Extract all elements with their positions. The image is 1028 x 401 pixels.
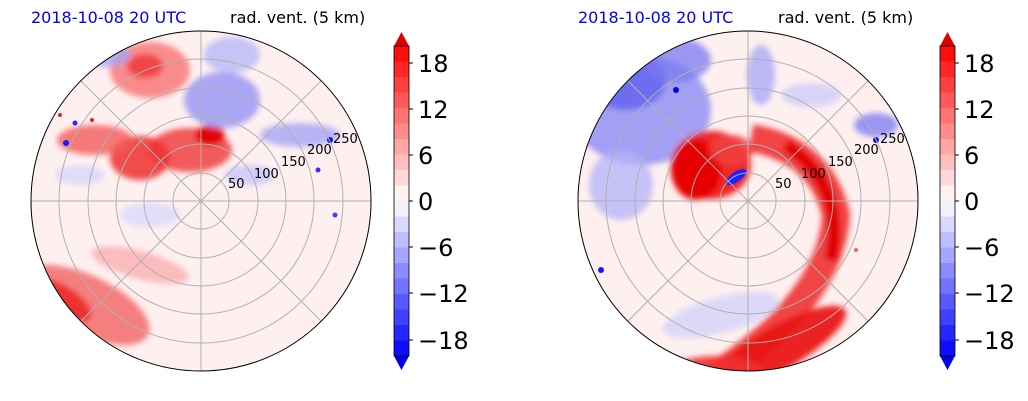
polar-grid-right [578, 31, 918, 371]
colorbar-segment [940, 77, 955, 93]
colorbar-segment [394, 278, 409, 295]
radial-label-150: 150 [828, 155, 853, 170]
colorbar-segment [940, 340, 955, 357]
colorbar-labels-left: 18 12 6 0 −6 −12 −18 [418, 50, 469, 355]
colorbar-segment [394, 77, 409, 93]
colorbar-segment [940, 170, 955, 186]
colorbar-segment [394, 46, 409, 62]
radial-labels-right: 50 100 150 200 250 [775, 132, 905, 192]
panel-left: 2018-10-08 20 UTC rad. vent. (5 km) [30, 8, 469, 372]
colorbar-segments-left [394, 46, 409, 357]
radial-label-200: 200 [307, 143, 332, 158]
colorbar-segment [940, 278, 955, 295]
colorbar-segment [940, 309, 955, 326]
colorbar-label-0: 0 [964, 188, 979, 216]
colorbar-segment [394, 108, 409, 124]
colorbar-segment [940, 201, 955, 217]
radial-label-250: 250 [880, 132, 905, 147]
colorbar-label-neg12: −12 [418, 280, 469, 308]
colorbar-label-0: 0 [418, 188, 433, 216]
panel-variable-label: rad. vent. (5 km) [230, 8, 366, 27]
radial-label-50: 50 [775, 177, 792, 192]
colorbar-segment [394, 325, 409, 341]
colorbar-segments-right [940, 46, 955, 357]
colorbar-label-6: 6 [418, 142, 433, 170]
colorbar-extend-min [940, 356, 955, 370]
polar-plot-left: 50 100 150 200 250 18 12 [30, 30, 469, 372]
colorbar-left: 18 12 6 0 −6 −12 −18 [393, 32, 469, 370]
colorbar-segment [940, 263, 955, 279]
colorbar-label-neg6: −6 [964, 234, 999, 262]
colorbar-segment [394, 154, 409, 171]
polar-grid-left [31, 31, 371, 371]
colorbar-ticks-left [409, 62, 413, 341]
colorbar-segment [940, 46, 955, 62]
colorbar-segment [940, 108, 955, 124]
radial-label-100: 100 [254, 167, 279, 182]
colorbar-segment [394, 185, 409, 202]
colorbar-segment [394, 263, 409, 279]
colorbar-segment [394, 247, 409, 264]
colorbar-ticks-right [955, 62, 959, 341]
colorbar-segment [394, 123, 409, 140]
colorbar-label-neg18: −18 [964, 327, 1015, 355]
colorbar-segment [940, 232, 955, 248]
colorbar-label-6: 6 [964, 142, 979, 170]
radial-label-250: 250 [333, 132, 358, 147]
colorbar-segment [394, 201, 409, 217]
colorbar-extend-min [394, 356, 409, 370]
colorbar-segment [940, 123, 955, 140]
colorbar-right: 18 12 6 0 −6 −12 −18 [939, 32, 1015, 370]
colorbar-segment [394, 294, 409, 310]
colorbar-segment [394, 309, 409, 326]
colorbar-segment [394, 61, 409, 78]
polar-plot-right: 50 100 150 200 250 18 12 [577, 30, 1015, 372]
colorbar-label-18: 18 [964, 50, 995, 78]
colorbar-label-neg18: −18 [418, 327, 469, 355]
colorbar-segment [394, 139, 409, 155]
radial-labels-left: 50 100 150 200 250 [228, 132, 358, 192]
colorbar-segment [394, 170, 409, 186]
polar-field-left [30, 30, 372, 372]
colorbar-segment [394, 340, 409, 357]
colorbar-label-18: 18 [418, 50, 449, 78]
panel-right: 2018-10-08 20 UTC rad. vent. (5 km) [546, 0, 1028, 401]
colorbar-segment [940, 139, 955, 155]
radial-label-50: 50 [228, 177, 245, 192]
colorbar-label-neg6: −6 [418, 234, 453, 262]
colorbar-segment [940, 294, 955, 310]
colorbar-segment [940, 216, 955, 233]
colorbar-segment [940, 61, 955, 78]
colorbar-label-12: 12 [418, 96, 449, 124]
colorbar-segment [394, 216, 409, 233]
colorbar-segment [940, 185, 955, 202]
polar-field-right [577, 30, 919, 372]
colorbar-label-neg12: −12 [964, 280, 1015, 308]
colorbar-segment [940, 92, 955, 109]
radial-label-150: 150 [281, 155, 306, 170]
radial-label-200: 200 [854, 143, 879, 158]
colorbar-segment [394, 232, 409, 248]
radial-label-100: 100 [801, 167, 826, 182]
colorbar-label-12: 12 [964, 96, 995, 124]
panel-variable-label: rad. vent. (5 km) [778, 8, 914, 27]
colorbar-extend-max [394, 32, 409, 46]
colorbar-segment [940, 325, 955, 341]
colorbar-segment [940, 247, 955, 264]
colorbar-segment [394, 92, 409, 109]
colorbar-labels-right: 18 12 6 0 −6 −12 −18 [964, 50, 1015, 355]
colorbar-extend-max [940, 32, 955, 46]
colorbar-segment [940, 154, 955, 171]
panel-date-label: 2018-10-08 20 UTC [578, 8, 734, 27]
panel-date-label: 2018-10-08 20 UTC [31, 8, 187, 27]
